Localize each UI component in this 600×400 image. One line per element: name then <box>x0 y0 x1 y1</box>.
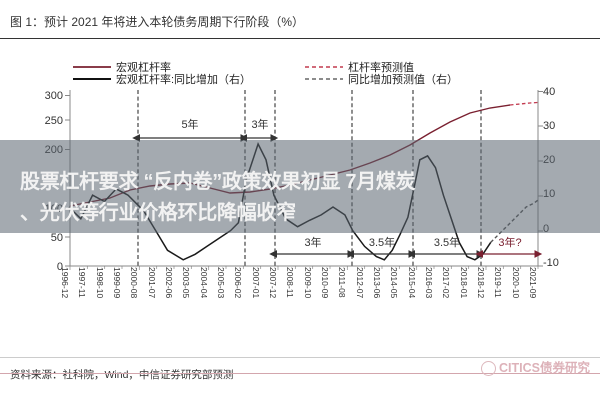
svg-text:300: 300 <box>45 90 63 102</box>
svg-text:3.5年: 3.5年 <box>434 235 460 249</box>
svg-text:50: 50 <box>51 232 63 244</box>
svg-text:40: 40 <box>543 86 555 98</box>
svg-text:3年?: 3年? <box>498 235 521 249</box>
svg-text:-10: -10 <box>543 257 559 269</box>
svg-text:30: 30 <box>543 120 555 132</box>
svg-text:3.5年: 3.5年 <box>369 235 395 249</box>
svg-text:5年: 5年 <box>181 117 198 131</box>
svg-text:250: 250 <box>45 115 63 127</box>
svg-text:3年: 3年 <box>251 117 268 131</box>
svg-text:3年: 3年 <box>304 235 321 249</box>
